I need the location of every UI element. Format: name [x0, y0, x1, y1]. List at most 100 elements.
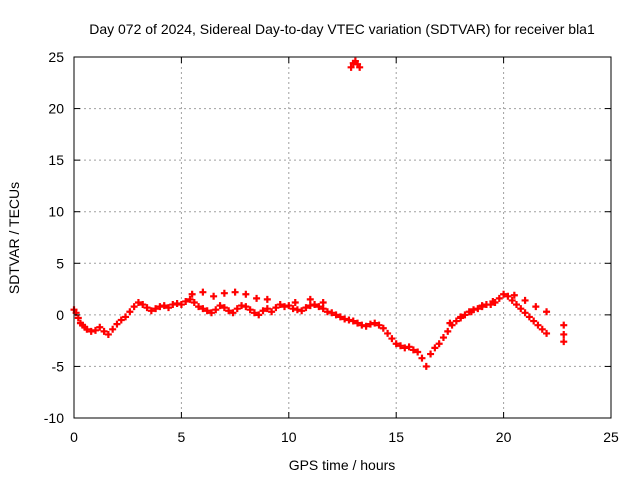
y-tick-label: 5 [56, 255, 64, 271]
data-point [250, 309, 258, 317]
data-point [291, 298, 299, 306]
data-point [259, 307, 267, 315]
data-point [113, 320, 121, 328]
data-point [122, 313, 130, 321]
data-point [543, 308, 551, 316]
data-point [96, 323, 104, 331]
data-point [392, 340, 400, 348]
chart-title: Day 072 of 2024, Sidereal Day-to-day VTE… [89, 21, 595, 37]
data-point [272, 304, 280, 312]
data-point [210, 292, 218, 300]
data-point [388, 335, 396, 343]
data-point [83, 325, 91, 333]
data-point [328, 309, 336, 317]
data-point [276, 301, 284, 309]
data-point [126, 308, 134, 316]
data-point [199, 305, 207, 313]
y-tick-label: 20 [48, 101, 64, 117]
data-point [435, 340, 443, 348]
data-point [182, 297, 190, 305]
data-point [190, 298, 198, 306]
data-point [517, 305, 525, 313]
data-point [452, 317, 460, 325]
data-point [474, 305, 482, 313]
y-tick-label: 10 [48, 204, 64, 220]
data-point [147, 307, 155, 315]
data-point [349, 317, 357, 325]
data-point [371, 319, 379, 327]
y-tick-label: 25 [48, 49, 64, 65]
data-point [414, 348, 422, 356]
data-point [302, 304, 310, 312]
data-point [457, 313, 465, 321]
data-point [311, 301, 319, 309]
data-point [405, 343, 413, 351]
data-point [375, 321, 383, 329]
data-point [160, 302, 168, 310]
data-point [461, 311, 469, 319]
data-point [242, 303, 250, 311]
data-point [253, 294, 261, 302]
data-point [319, 305, 327, 313]
data-point [212, 306, 220, 314]
data-point [152, 305, 160, 313]
data-point [379, 324, 387, 332]
x-tick-label: 25 [603, 429, 619, 445]
data-point [100, 327, 108, 335]
ticks: 0 5 10 15 20 25 -10 -5 0 5 10 15 20 25 [44, 49, 619, 445]
data-point [478, 302, 486, 310]
data-point [543, 329, 551, 337]
data-point [134, 298, 142, 306]
data-point [216, 302, 224, 310]
data-point [504, 292, 512, 300]
x-tick-label: 10 [281, 429, 297, 445]
grid [74, 57, 611, 418]
data-point [439, 334, 447, 342]
data-point [347, 63, 355, 71]
data-point [225, 307, 233, 315]
data-point [427, 350, 435, 358]
y-axis-label: SDTVAR / TECUs [6, 182, 22, 294]
data-point [199, 288, 207, 296]
data-point [143, 304, 151, 312]
data-point [384, 329, 392, 337]
data-point [560, 321, 568, 329]
data-point [500, 290, 508, 298]
x-tick-label: 20 [496, 429, 512, 445]
data-point [220, 304, 228, 312]
data-point [315, 303, 323, 311]
data-point [530, 317, 538, 325]
data-point [263, 295, 271, 303]
data-point [319, 298, 327, 306]
data-point [298, 307, 306, 315]
data-points [70, 57, 568, 370]
data-point [362, 322, 370, 330]
data-point [560, 330, 568, 338]
data-point [109, 325, 117, 333]
data-point [532, 303, 540, 311]
x-tick-label: 0 [70, 429, 78, 445]
data-point [186, 295, 194, 303]
data-point [74, 314, 82, 322]
data-point [268, 308, 276, 316]
data-point [246, 306, 254, 314]
data-point [444, 327, 452, 335]
x-tick-label: 15 [388, 429, 404, 445]
data-point [356, 63, 364, 71]
y-tick-label: -5 [52, 358, 65, 374]
data-point [560, 338, 568, 346]
data-point [195, 303, 203, 311]
data-point [188, 290, 196, 298]
data-point [521, 296, 529, 304]
y-tick-label: -10 [44, 410, 64, 426]
data-point [130, 303, 138, 311]
data-point [220, 289, 228, 297]
data-point [396, 342, 404, 350]
x-tick-label: 5 [178, 429, 186, 445]
data-point [285, 302, 293, 310]
y-tick-label: 15 [48, 152, 64, 168]
data-point [431, 344, 439, 352]
data-point [263, 305, 271, 313]
data-point [336, 313, 344, 321]
